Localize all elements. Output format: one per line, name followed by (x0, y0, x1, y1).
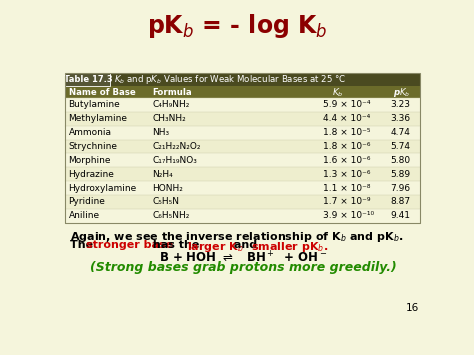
Text: Aniline: Aniline (69, 211, 100, 220)
Text: stronger base: stronger base (86, 240, 173, 251)
Text: C₄H₉NH₂: C₄H₉NH₂ (152, 100, 190, 109)
Text: has the: has the (149, 240, 203, 251)
Text: 3.9 × 10⁻¹⁰: 3.9 × 10⁻¹⁰ (323, 211, 374, 220)
Text: larger K$_b$: larger K$_b$ (187, 240, 244, 255)
Bar (65, 73, 420, 87)
Bar (65, 73, 110, 87)
Text: 3.23: 3.23 (390, 100, 410, 109)
Text: p$K_b$: p$K_b$ (393, 86, 410, 99)
Text: 1.8 × 10⁻⁵: 1.8 × 10⁻⁵ (323, 128, 370, 137)
Bar (65, 98, 420, 112)
Text: The: The (70, 240, 97, 251)
Text: Pyridine: Pyridine (69, 197, 105, 207)
Bar (65, 140, 420, 153)
Text: N₂H₄: N₂H₄ (152, 170, 173, 179)
Text: C₂₁H₂₂N₂O₂: C₂₁H₂₂N₂O₂ (152, 142, 201, 151)
Bar (65, 153, 420, 167)
Text: Again, we see the inverse relationship of K$_b$ and pK$_b$.: Again, we see the inverse relationship o… (70, 230, 404, 245)
Text: 7.96: 7.96 (390, 184, 410, 193)
Text: pK$_b$ = - log K$_b$: pK$_b$ = - log K$_b$ (146, 12, 328, 40)
Text: 16: 16 (406, 303, 419, 313)
Text: 1.7 × 10⁻⁹: 1.7 × 10⁻⁹ (323, 197, 370, 207)
Text: $K_b$: $K_b$ (332, 86, 344, 99)
Text: 1.3 × 10⁻⁶: 1.3 × 10⁻⁶ (323, 170, 370, 179)
Bar (65, 126, 420, 140)
Bar (65, 73, 420, 223)
Text: Strychnine: Strychnine (69, 142, 118, 151)
Text: Morphine: Morphine (69, 156, 111, 165)
Text: Formula: Formula (152, 88, 192, 97)
Bar (65, 181, 420, 195)
Text: 5.9 × 10⁻⁴: 5.9 × 10⁻⁴ (323, 100, 370, 109)
Text: Hydrazine: Hydrazine (69, 170, 114, 179)
Text: C₅H₅N: C₅H₅N (152, 197, 179, 207)
Text: 5.89: 5.89 (390, 170, 410, 179)
Text: 5.74: 5.74 (390, 142, 410, 151)
Text: HONH₂: HONH₂ (152, 184, 183, 193)
Bar (65, 112, 420, 126)
Text: 1.8 × 10⁻⁶: 1.8 × 10⁻⁶ (323, 142, 370, 151)
Text: Butylamine: Butylamine (69, 100, 120, 109)
Bar (65, 167, 420, 181)
Text: 4.74: 4.74 (391, 128, 410, 137)
Text: Name of Base: Name of Base (69, 88, 135, 97)
Text: 8.87: 8.87 (390, 197, 410, 207)
Text: NH₃: NH₃ (152, 128, 169, 137)
Text: 9.41: 9.41 (390, 211, 410, 220)
Text: smaller pK$_b$.: smaller pK$_b$. (251, 240, 328, 255)
Bar (65, 87, 420, 98)
Text: Methylamine: Methylamine (69, 114, 128, 123)
Text: 1.1 × 10⁻⁸: 1.1 × 10⁻⁸ (323, 184, 370, 193)
Text: 3.36: 3.36 (390, 114, 410, 123)
Text: Table 17.3: Table 17.3 (64, 76, 112, 84)
Text: C₆H₅NH₂: C₆H₅NH₂ (152, 211, 190, 220)
Text: C₁₇H₁₉NO₃: C₁₇H₁₉NO₃ (152, 156, 197, 165)
Bar (65, 209, 420, 223)
Text: 4.4 × 10⁻⁴: 4.4 × 10⁻⁴ (323, 114, 370, 123)
Text: (Strong bases grab protons more greedily.): (Strong bases grab protons more greedily… (90, 261, 396, 274)
Text: $K_b$ and p$K_b$ Values for Weak Molecular Bases at 25 °C: $K_b$ and p$K_b$ Values for Weak Molecul… (114, 73, 346, 87)
Text: Hydroxylamine: Hydroxylamine (69, 184, 137, 193)
Text: Ammonia: Ammonia (69, 128, 111, 137)
Text: 1.6 × 10⁻⁶: 1.6 × 10⁻⁶ (323, 156, 370, 165)
Text: CH₃NH₂: CH₃NH₂ (152, 114, 186, 123)
Bar (65, 195, 420, 209)
Text: B + HOH $\rightleftharpoons$   BH$^+$  + OH$^-$: B + HOH $\rightleftharpoons$ BH$^+$ + OH… (159, 251, 327, 265)
Text: and: and (230, 240, 261, 251)
Text: 5.80: 5.80 (390, 156, 410, 165)
